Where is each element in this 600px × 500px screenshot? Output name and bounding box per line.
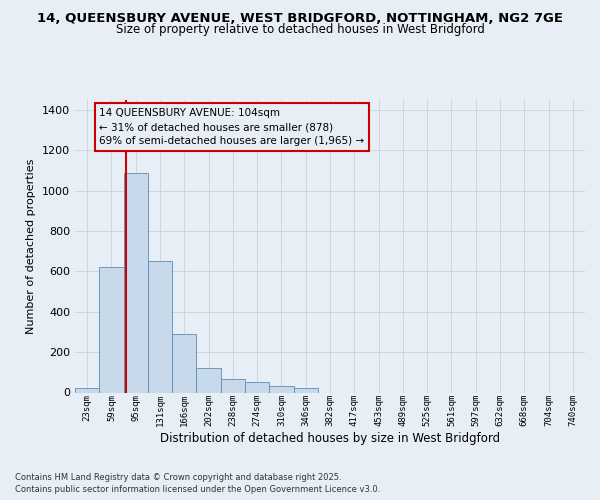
Text: Contains public sector information licensed under the Open Government Licence v3: Contains public sector information licen… [15,485,380,494]
Text: 14 QUEENSBURY AVENUE: 104sqm
← 31% of detached houses are smaller (878)
69% of s: 14 QUEENSBURY AVENUE: 104sqm ← 31% of de… [99,108,364,146]
Bar [75,388,99,392]
Bar [269,386,293,392]
Bar [148,262,172,392]
Text: Size of property relative to detached houses in West Bridgford: Size of property relative to detached ho… [116,24,484,36]
Bar [99,268,124,392]
Bar [221,380,245,392]
X-axis label: Distribution of detached houses by size in West Bridgford: Distribution of detached houses by size … [160,432,500,444]
Bar [245,382,269,392]
Text: 14, QUEENSBURY AVENUE, WEST BRIDGFORD, NOTTINGHAM, NG2 7GE: 14, QUEENSBURY AVENUE, WEST BRIDGFORD, N… [37,12,563,26]
Y-axis label: Number of detached properties: Number of detached properties [26,158,37,334]
Bar [172,334,196,392]
Text: Contains HM Land Registry data © Crown copyright and database right 2025.: Contains HM Land Registry data © Crown c… [15,472,341,482]
Bar [124,172,148,392]
Bar [196,368,221,392]
Bar [293,388,318,392]
